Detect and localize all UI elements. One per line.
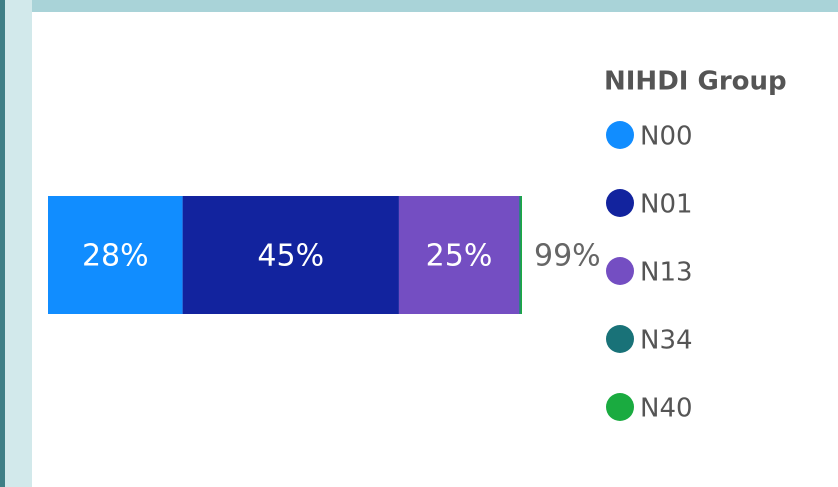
left-border — [0, 0, 5, 487]
legend-label: N13 — [640, 258, 693, 288]
legend-marker — [606, 393, 634, 421]
legend-label: N01 — [640, 190, 693, 220]
legend-label: N40 — [640, 394, 693, 424]
legend-marker — [606, 121, 634, 149]
legend-marker — [606, 325, 634, 353]
left-strip — [0, 0, 32, 487]
total-label: 99% — [534, 239, 601, 274]
legend-label: N00 — [640, 122, 693, 152]
data-label: 28% — [82, 239, 149, 274]
legend-marker — [606, 189, 634, 217]
bar-segment — [48, 196, 183, 314]
legend-label: N34 — [640, 326, 693, 356]
legend-marker — [606, 257, 634, 285]
data-label: 25% — [426, 239, 493, 274]
bar-segment — [182, 196, 399, 314]
data-label: 45% — [257, 239, 324, 274]
bar-segment — [398, 196, 520, 314]
top-strip — [0, 0, 838, 12]
legend-title: NIHDI Group — [604, 67, 787, 97]
bar-segment — [519, 196, 521, 314]
bar-segment — [520, 196, 522, 314]
